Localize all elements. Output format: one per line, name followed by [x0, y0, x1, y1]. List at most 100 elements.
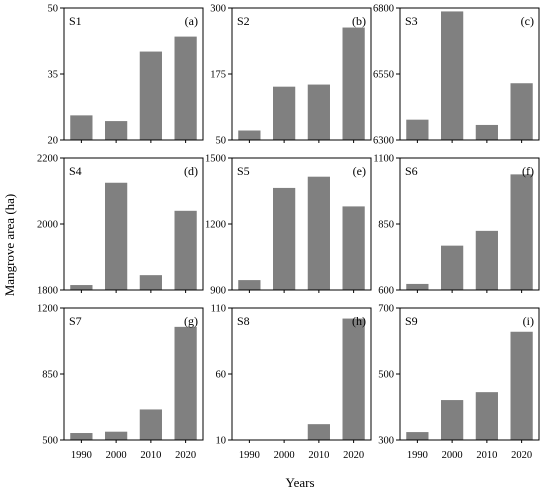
- bar-2010: [139, 275, 162, 290]
- panel-letter: (e): [353, 164, 366, 178]
- y-tick-label: 2200: [37, 154, 58, 165]
- bar-2020: [174, 210, 197, 290]
- bar-2000: [105, 182, 128, 290]
- x-tick-label: 2000: [106, 450, 127, 461]
- bar-2020: [510, 174, 533, 290]
- bar-2000: [441, 245, 464, 290]
- panel-s4: 1800 2000 2200 S4 (d): [37, 154, 204, 297]
- site-label: S5: [237, 164, 250, 178]
- y-tick-label: 60: [216, 370, 227, 381]
- y-axis-title: Mangrove area (ha): [2, 194, 17, 297]
- panel-s9: 300 500 700 1990 2000 2010 2020 S9 (i): [378, 304, 540, 461]
- bar-2010: [139, 51, 162, 141]
- panel-s6: 600 850 1100 S6 (f): [373, 154, 540, 297]
- site-label: S2: [237, 14, 250, 28]
- bar-1990: [406, 432, 429, 440]
- panel-letter: (g): [184, 314, 198, 328]
- panel-letter: (c): [521, 14, 534, 28]
- panel-s3: 6300 6550 6800 S3 (c): [373, 4, 540, 147]
- site-label: S3: [405, 14, 418, 28]
- bar-2020: [342, 206, 365, 290]
- site-label: S8: [237, 314, 250, 328]
- site-label: S4: [69, 164, 82, 178]
- y-tick-label: 175: [210, 70, 226, 81]
- site-label: S6: [405, 164, 418, 178]
- panel-s7: 500 850 1200 1990 2000 2010 2020 S7 (g): [37, 304, 204, 461]
- bar-1990: [238, 280, 261, 290]
- bar-1990: [70, 285, 93, 290]
- x-tick-label: 2000: [274, 450, 295, 461]
- bar-2000: [441, 400, 464, 440]
- bar-2020: [510, 83, 533, 140]
- y-tick-label: 1200: [37, 304, 58, 315]
- bar-2020: [510, 331, 533, 440]
- bar-2020: [342, 27, 365, 140]
- bar-1990: [238, 130, 261, 140]
- panel-letter: (b): [352, 14, 366, 28]
- x-tick-label: 1990: [407, 450, 428, 461]
- panel-s5: 900 1200 1500 S5 (e): [205, 154, 372, 297]
- bar-2010: [307, 176, 330, 290]
- bar-1990: [70, 115, 93, 140]
- x-tick-label: 1990: [71, 450, 92, 461]
- site-label: S9: [405, 314, 418, 328]
- site-label: S7: [69, 314, 82, 328]
- bar-1990: [406, 119, 429, 140]
- y-tick-label: 300: [378, 436, 394, 447]
- y-tick-label: 2000: [37, 220, 58, 231]
- y-tick-label: 500: [378, 370, 394, 381]
- x-tick-label: 2000: [442, 450, 463, 461]
- bar-2000: [105, 121, 128, 140]
- panel-letter: (i): [523, 314, 534, 328]
- bar-2000: [441, 11, 464, 141]
- x-tick-label: 2020: [175, 450, 196, 461]
- y-tick-label: 35: [48, 70, 59, 81]
- x-tick-label: 2020: [511, 450, 532, 461]
- panel-s2: 50 175 300 S2 (b): [210, 4, 372, 147]
- bar-2020: [174, 326, 197, 440]
- bar-2010: [475, 230, 498, 290]
- y-tick-label: 1100: [373, 154, 394, 165]
- panel-letter: (f): [522, 164, 534, 178]
- y-tick-label: 900: [210, 286, 226, 297]
- y-tick-label: 110: [211, 304, 226, 315]
- x-axis-title: Years: [285, 475, 314, 490]
- x-tick-label: 2020: [343, 450, 364, 461]
- bar-2010: [307, 424, 330, 440]
- y-tick-label: 850: [42, 370, 58, 381]
- y-tick-label: 850: [378, 220, 394, 231]
- y-tick-label: 10: [216, 436, 227, 447]
- bar-2010: [475, 124, 498, 140]
- bar-1990: [70, 433, 93, 440]
- site-label: S1: [69, 14, 82, 28]
- bar-2010: [307, 84, 330, 140]
- x-tick-label: 2010: [140, 450, 161, 461]
- y-tick-label: 1500: [205, 154, 226, 165]
- y-tick-label: 6800: [373, 4, 394, 15]
- bar-2000: [273, 187, 296, 290]
- x-tick-label: 2010: [476, 450, 497, 461]
- y-tick-label: 6550: [373, 70, 394, 81]
- panel-letter: (d): [184, 164, 198, 178]
- bar-1990: [406, 283, 429, 290]
- bar-2000: [105, 431, 128, 440]
- bar-2020: [174, 36, 197, 140]
- x-tick-label: 1990: [239, 450, 260, 461]
- panel-letter: (a): [185, 14, 198, 28]
- y-tick-label: 50: [48, 4, 59, 15]
- x-tick-label: 2010: [308, 450, 329, 461]
- y-tick-label: 1800: [37, 286, 58, 297]
- bar-2000: [273, 86, 296, 140]
- y-tick-label: 700: [378, 304, 394, 315]
- panel-s8: 10 60 110 1990 2000 2010 2020 S8 (h): [211, 304, 372, 461]
- y-tick-label: 600: [378, 286, 394, 297]
- y-tick-label: 500: [42, 436, 58, 447]
- y-tick-label: 20: [48, 136, 59, 147]
- panel-s1: 20 35 50 S1 (a): [48, 4, 204, 147]
- y-tick-label: 1200: [205, 220, 226, 231]
- panel-letter: (h): [352, 314, 366, 328]
- y-tick-label: 50: [216, 136, 227, 147]
- y-tick-label: 6300: [373, 136, 394, 147]
- bar-2010: [475, 392, 498, 440]
